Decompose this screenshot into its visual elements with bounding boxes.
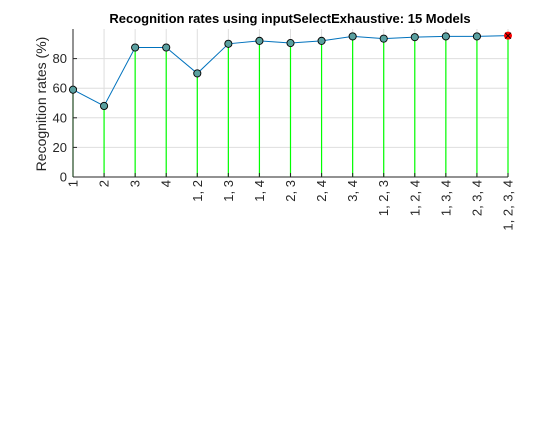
y-tick-labels: 0 20 40 60 80	[53, 51, 67, 184]
x-tick-label: 1, 2	[190, 180, 205, 202]
data-marker	[100, 101, 109, 111]
x-tick-label: 1, 3, 4	[438, 180, 453, 216]
highlight-marker-cross	[504, 32, 512, 39]
data-marker	[286, 39, 295, 48]
data-marker	[348, 32, 357, 41]
x-tick-label: 2, 3	[283, 180, 298, 202]
data-marker	[224, 39, 233, 48]
data-marker	[162, 43, 171, 52]
data-markers	[68, 31, 512, 111]
data-marker	[317, 36, 326, 45]
y-tick-label: 40	[53, 110, 67, 125]
x-tick-label: 2, 3, 4	[469, 180, 484, 216]
chart-title: Recognition rates using inputSelectExhau…	[109, 11, 470, 26]
data-marker	[131, 43, 140, 52]
data-marker	[441, 32, 450, 41]
x-tick-label: 1	[66, 180, 81, 187]
data-marker	[193, 69, 202, 78]
x-tick-labels: 1 2 3 4 1, 2 1, 3 1, 4 2, 3 2, 4 3, 4 1, 2, 3 1, 2,…	[66, 180, 516, 231]
x-tick-label: 1, 2, 3	[376, 180, 391, 216]
x-tick-label: 3	[128, 180, 143, 187]
x-tick-label: 1, 2, 3, 4	[501, 180, 516, 231]
data-marker	[410, 33, 419, 42]
data-marker	[379, 34, 388, 43]
y-tick-label: 20	[53, 140, 67, 155]
axes	[72, 29, 509, 178]
data-marker	[68, 85, 78, 94]
stem-lines	[72, 35, 509, 177]
y-tick-label: 60	[53, 81, 67, 96]
data-marker	[255, 36, 264, 45]
x-tick-label: 1, 2, 4	[407, 180, 422, 216]
x-tick-label: 1, 3	[221, 180, 236, 202]
y-axis-label: Recognition rates (%)	[33, 37, 49, 172]
y-tick-label: 0	[60, 170, 67, 185]
x-tick-label: 3, 4	[345, 180, 360, 202]
data-marker	[472, 32, 481, 41]
x-tick-label: 1, 4	[252, 180, 267, 202]
x-tick-label: 2	[97, 180, 112, 187]
x-tick-label: 2, 4	[314, 180, 329, 202]
x-tick-label: 4	[159, 180, 174, 187]
y-tick-label: 80	[53, 51, 67, 66]
